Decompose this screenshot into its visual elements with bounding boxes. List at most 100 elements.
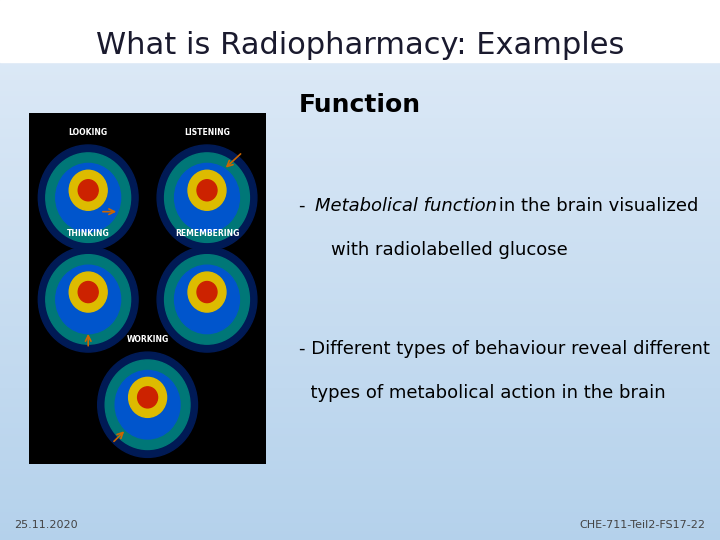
Bar [0,500,720,502]
Ellipse shape [174,164,240,232]
Bar [0,470,720,472]
Bar [0,443,720,445]
Bar [0,140,720,143]
Bar [0,14,720,16]
Ellipse shape [197,281,217,302]
Ellipse shape [46,255,130,344]
Text: -: - [299,197,311,215]
Bar [0,159,720,162]
Bar [0,459,720,462]
Bar [0,5,720,8]
Bar [0,105,720,108]
Bar [0,40,720,43]
Bar [0,103,720,105]
Bar [0,402,720,405]
Bar [0,292,720,294]
Bar [0,370,720,373]
Ellipse shape [188,272,226,312]
Ellipse shape [138,387,158,408]
Bar [0,205,720,208]
Bar [0,248,720,251]
Bar [0,348,720,351]
Bar [0,424,720,427]
Bar [0,281,720,284]
Bar [0,270,720,273]
Bar [0,302,720,305]
Bar [0,35,720,38]
Bar [0,235,720,238]
Bar [0,221,720,224]
Bar [0,340,720,343]
Bar [0,146,720,148]
Bar [0,167,720,170]
Bar [0,184,720,186]
Bar [0,202,720,205]
Bar [0,86,720,89]
Bar [0,346,720,348]
Bar [0,329,720,332]
Bar [0,178,720,181]
Bar [0,157,720,159]
Bar [0,437,720,440]
Bar [0,84,720,86]
Bar [0,68,720,70]
Bar [0,289,720,292]
Bar [0,38,720,40]
Ellipse shape [69,170,107,210]
Bar [0,310,720,313]
Text: LISTENING: LISTENING [184,127,230,137]
Bar [0,486,720,489]
Bar [0,59,720,62]
Bar [0,251,720,254]
Ellipse shape [157,247,257,352]
Bar [0,275,720,278]
Bar [0,362,720,364]
Bar [0,343,720,346]
Bar [0,421,720,424]
Bar [0,521,720,524]
Bar [0,524,720,526]
Ellipse shape [129,377,166,417]
Bar [0,319,720,321]
Bar [0,510,720,513]
Bar [0,238,720,240]
Ellipse shape [38,247,138,352]
Ellipse shape [69,272,107,312]
Ellipse shape [38,145,138,250]
Bar [0,170,720,173]
Bar [0,416,720,418]
Bar [0,397,720,400]
Text: REMEMBERING: REMEMBERING [175,230,239,238]
Bar [0,165,720,167]
Bar [0,151,720,154]
Bar [0,92,720,94]
Bar [0,537,720,540]
Bar [0,24,720,27]
Bar [0,208,720,211]
Text: Metabolical function: Metabolical function [315,197,497,215]
Bar [0,181,720,184]
Bar [0,267,720,270]
Bar [0,265,720,267]
Bar [0,113,720,116]
Bar [0,324,720,327]
Bar [0,451,720,454]
Bar [0,532,720,535]
Bar [0,43,720,46]
Bar [0,284,720,286]
Bar [0,32,720,35]
Bar [0,529,720,532]
Bar [0,130,720,132]
Bar [0,73,720,76]
Bar [0,62,720,65]
Bar [0,78,720,81]
Text: Function: Function [299,93,421,117]
Text: THINKING: THINKING [67,230,109,238]
Bar [0,273,720,275]
Bar [0,262,720,265]
Text: 25.11.2020: 25.11.2020 [14,520,78,530]
Bar [0,456,720,459]
Text: - Different types of behaviour reveal different: - Different types of behaviour reveal di… [299,340,710,358]
Bar [0,49,720,51]
Ellipse shape [98,352,197,457]
